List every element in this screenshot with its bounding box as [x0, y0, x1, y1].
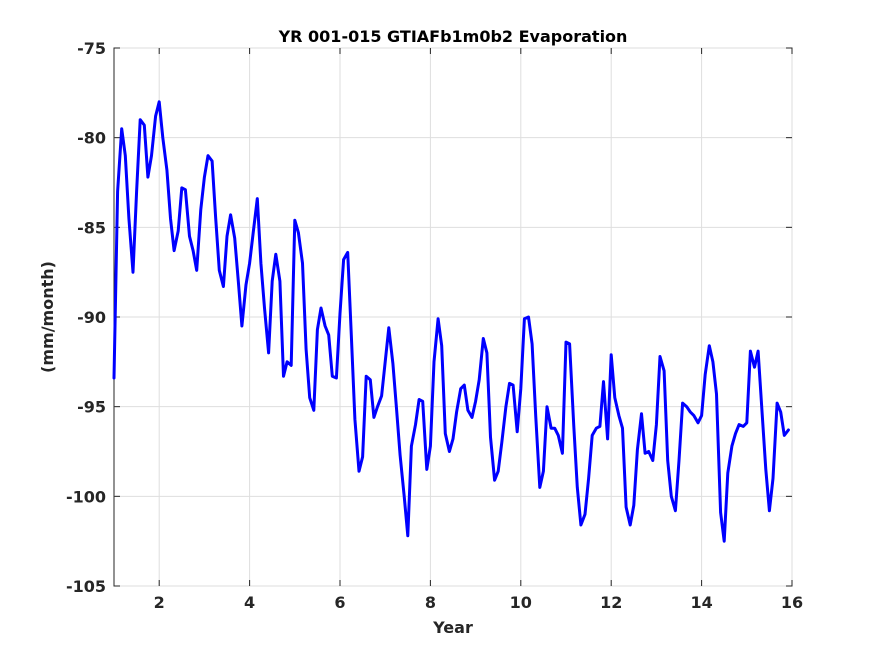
x-tick-label: 8 [425, 593, 436, 612]
y-tick-label: -100 [66, 487, 106, 506]
x-tick-labels: 2 4 6 8 10 12 14 16 [154, 593, 804, 612]
series-line-1 [112, 100, 790, 543]
x-tick-label: 2 [154, 593, 165, 612]
x-tick-label: 16 [781, 593, 803, 612]
y-tick-label: -95 [77, 398, 106, 417]
y-axis-label: (mm/month) [38, 261, 57, 373]
y-tick-label: -80 [77, 129, 106, 148]
x-tick-label: 14 [690, 593, 712, 612]
x-tick-label: 12 [600, 593, 622, 612]
y-tick-label: -105 [66, 577, 106, 596]
y-tick-labels: -105 -100 -95 -90 -85 -80 -75 [66, 39, 106, 596]
x-tick-label: 6 [334, 593, 345, 612]
grid-lines [114, 47, 793, 587]
chart-title: YR 001-015 GTIAFb1m0b2 Evaporation [278, 27, 628, 46]
x-tick-label: 10 [510, 593, 532, 612]
y-tick-label: -75 [77, 39, 106, 58]
y-tick-label: -90 [77, 308, 106, 327]
series-layer [112, 100, 790, 543]
x-tick-label: 4 [244, 593, 255, 612]
x-axis-label: Year [432, 618, 473, 637]
y-tick-label: -85 [77, 218, 106, 237]
